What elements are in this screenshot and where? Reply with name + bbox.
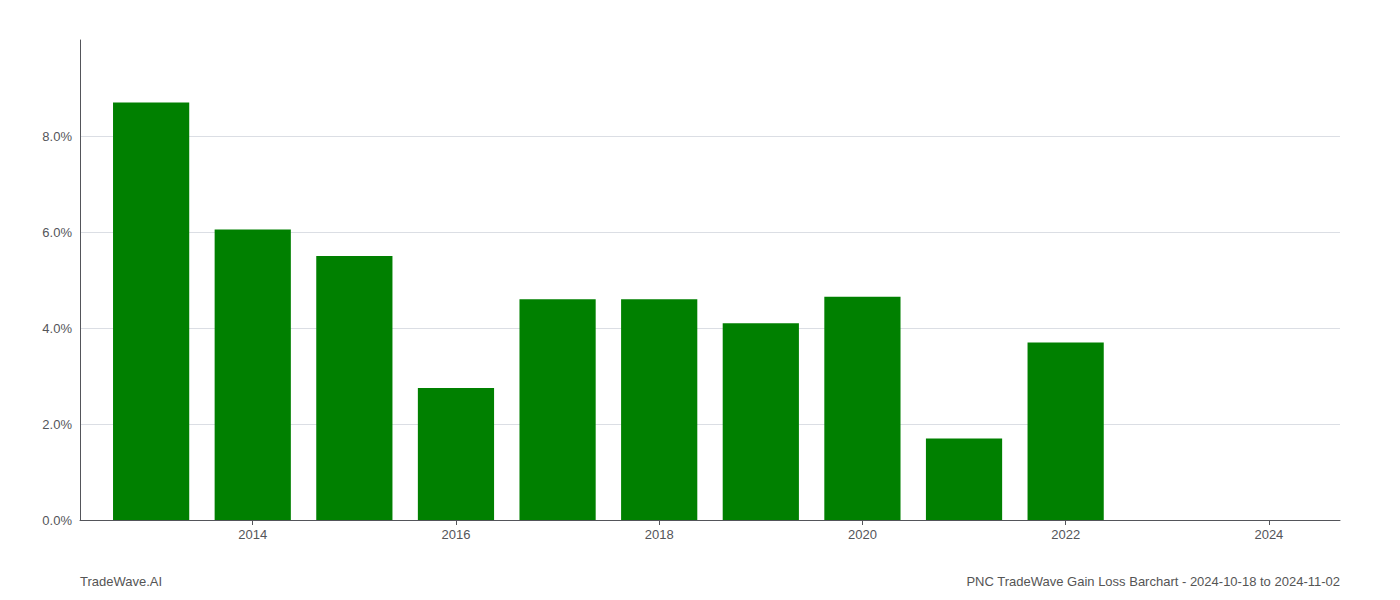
- svg-text:8.0%: 8.0%: [42, 129, 72, 144]
- svg-text:4.0%: 4.0%: [42, 321, 72, 336]
- svg-text:2024: 2024: [1254, 527, 1283, 542]
- svg-text:2.0%: 2.0%: [42, 417, 72, 432]
- svg-text:2014: 2014: [238, 527, 267, 542]
- svg-text:2018: 2018: [645, 527, 674, 542]
- svg-text:2020: 2020: [848, 527, 877, 542]
- svg-text:TradeWave.AI: TradeWave.AI: [80, 574, 162, 589]
- svg-text:2016: 2016: [442, 527, 471, 542]
- svg-text:0.0%: 0.0%: [42, 513, 72, 528]
- svg-text:2022: 2022: [1051, 527, 1080, 542]
- svg-text:6.0%: 6.0%: [42, 225, 72, 240]
- svg-text:PNC TradeWave Gain Loss Barcha: PNC TradeWave Gain Loss Barchart - 2024-…: [966, 574, 1340, 589]
